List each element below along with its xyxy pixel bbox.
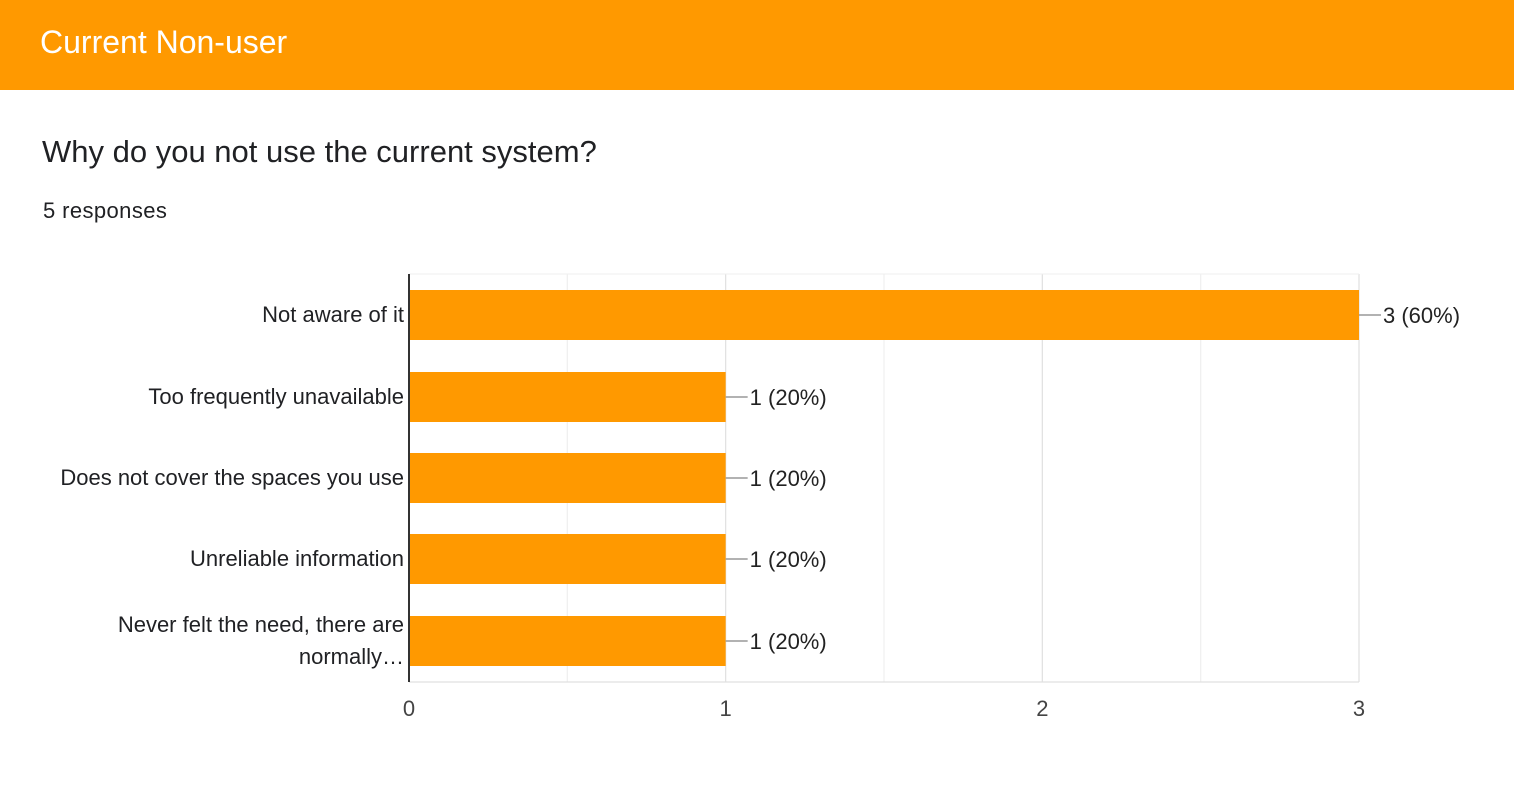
data-label: 1 (20%) xyxy=(750,629,827,654)
bar xyxy=(409,616,726,666)
x-tick-label: 1 xyxy=(720,696,732,721)
section-title: Current Non-user xyxy=(40,23,288,60)
question-title: Why do you not use the current system? xyxy=(42,134,597,169)
category-label: Never felt the need, there are normally… xyxy=(117,612,404,669)
category-label: Unreliable information xyxy=(190,546,404,571)
data-label: 1 (20%) xyxy=(750,547,827,572)
x-tick-label: 2 xyxy=(1036,696,1048,721)
bar xyxy=(409,290,1359,340)
category-label: Not aware of it xyxy=(262,302,404,327)
data-label: 1 (20%) xyxy=(750,466,827,491)
bar xyxy=(409,534,726,584)
section-header: Current Non-user xyxy=(0,0,1514,90)
category-label: Too frequently unavailable xyxy=(148,384,404,409)
category-label: Does not cover the spaces you use xyxy=(60,465,404,490)
response-count: 5 responses xyxy=(43,198,168,223)
x-tick-label: 0 xyxy=(403,696,415,721)
x-tick-label: 3 xyxy=(1353,696,1365,721)
bar xyxy=(409,453,726,503)
data-label: 3 (60%) xyxy=(1383,303,1460,328)
bar xyxy=(409,372,726,422)
data-label: 1 (20%) xyxy=(750,385,827,410)
